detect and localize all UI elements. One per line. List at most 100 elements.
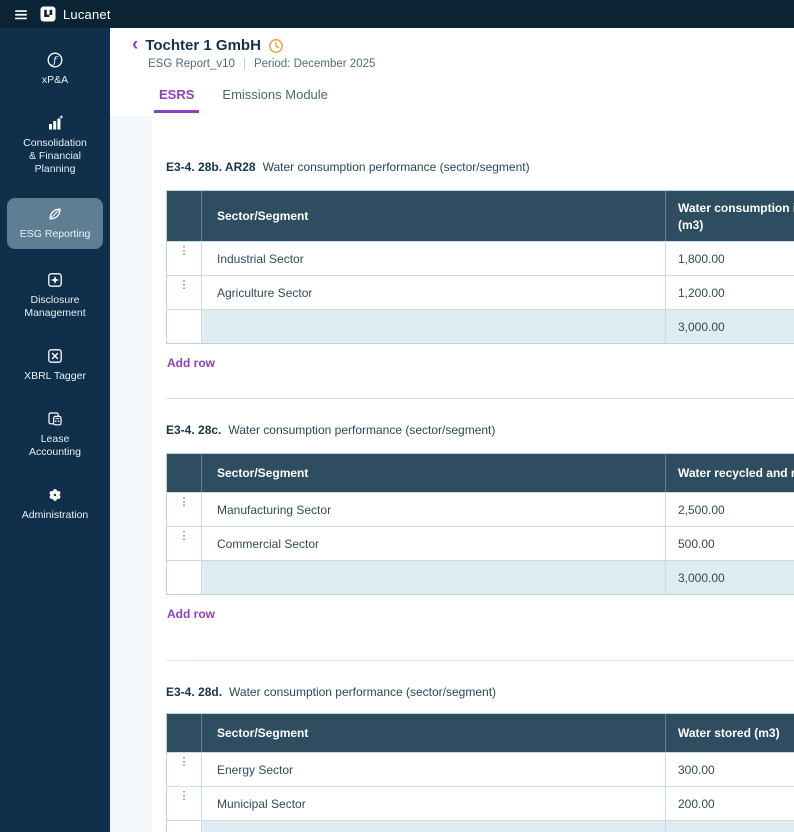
water-consumption-table-28d: Sector/Segment Water stored (m3) ⋮ Energ… [166,713,794,832]
column-header-value: Water consumption in a (m3) [665,191,794,241]
sector-cell[interactable]: Energy Sector [201,753,665,786]
total-row: 3,000.00 [167,309,794,343]
add-row-button[interactable]: Add row [167,356,215,370]
sector-cell[interactable]: Municipal Sector [201,787,665,820]
menu-hamburger-icon[interactable] [10,5,32,23]
column-header-sector: Sector/Segment [201,454,665,492]
report-name: ESG Report_v10 [148,58,235,70]
sidebar-item-consolidation[interactable]: Consolidation & Financial Planning [7,109,103,181]
sector-cell[interactable]: Agriculture Sector [201,276,665,309]
sector-cell[interactable]: Commercial Sector [201,527,665,560]
sidebar-item-xbrl[interactable]: XBRL Tagger [7,342,103,388]
sidebar-item-disclosure[interactable]: Disclosure Management [7,266,103,325]
section-code: E3-4. 28b. AR28 [166,160,256,174]
esg-leaf-icon [46,205,64,223]
column-header-value: Water stored (m3) [665,714,794,752]
value-cell[interactable]: 300.00 [665,753,794,786]
star-box-icon [46,271,64,289]
sector-cell[interactable]: Industrial Sector [201,242,665,275]
back-chevron-icon[interactable]: ‹ [132,33,139,55]
section-title: E3-4. 28c. Water consumption performance … [166,423,794,439]
section-title: E3-4. 28b. AR28 Water consumption perform… [166,160,794,176]
top-bar: Lucanet [0,0,794,28]
value-cell[interactable]: 1,200.00 [665,276,794,309]
page-title: Tochter 1 GmbH [145,37,261,54]
table-header-row: Sector/Segment Water consumption in a (m… [167,191,794,241]
section-name: Water consumption performance (sector/se… [229,685,497,699]
report-period: Period: December 2025 [253,58,376,70]
lease-docs-icon [46,410,64,428]
fx-circle-icon: ƒ [46,51,64,69]
row-menu-kebab-icon[interactable]: ⋮ [178,756,190,768]
section-divider [166,398,794,399]
sidebar-item-label: Planning [34,163,76,175]
row-menu-kebab-icon[interactable]: ⋮ [178,496,190,508]
row-menu-kebab-icon[interactable]: ⋮ [178,530,190,542]
brand-name: Lucanet [63,6,111,22]
value-cell[interactable]: 500.00 [665,527,794,560]
value-cell[interactable]: 200.00 [665,787,794,820]
value-cell[interactable]: 2,500.00 [665,493,794,526]
add-row-button[interactable]: Add row [167,607,215,621]
sidebar-item-lease[interactable]: Lease Accounting [7,405,103,464]
section-code: E3-4. 28c. [166,423,222,437]
water-consumption-table-28c: Sector/Segment Water recycled and reu ⋮ … [166,453,794,595]
sidebar-item-label: Consolidation [23,137,87,149]
sidebar-item-administration[interactable]: Administration [7,481,103,527]
section-divider [166,660,794,661]
sidebar-nav: ƒ xP&A Consolidation & Financial Plannin… [0,28,110,832]
table-row: ⋮ Agriculture Sector 1,200.00 [167,275,794,309]
table-row: ⋮ Municipal Sector 200.00 [167,786,794,820]
xbrl-tag-icon [46,347,64,365]
row-menu-kebab-icon[interactable]: ⋮ [178,279,190,291]
lucanet-logo-icon [40,6,56,22]
page-header: ‹ Tochter 1 GmbH ESG Report_v10 | Period… [110,28,794,113]
sidebar-item-esg-reporting[interactable]: ESG Reporting [7,198,103,249]
main-area: ‹ Tochter 1 GmbH ESG Report_v10 | Period… [110,28,794,832]
table-header-row: Sector/Segment Water recycled and reu [167,454,794,492]
tab-esrs[interactable]: ESRS [154,84,200,113]
sector-cell[interactable]: Manufacturing Sector [201,493,665,526]
value-cell[interactable]: 1,800.00 [665,242,794,275]
sidebar-item-label: Lease [40,433,70,445]
sidebar-item-label: ESG Reporting [19,228,91,240]
clock-status-icon[interactable] [268,38,284,54]
total-value-cell: 500.00 [665,821,794,832]
section-name: Water consumption performance (sector/se… [262,160,530,174]
bar-chart-icon [46,114,64,132]
sidebar-item-label: Administration [21,509,89,521]
column-header-sector: Sector/Segment [201,191,665,241]
total-value-cell: 3,000.00 [665,310,794,343]
left-gutter [110,116,152,832]
tab-emissions-module[interactable]: Emissions Module [222,87,328,102]
sidebar-item-label: xP&A [41,74,69,86]
section-code: E3-4. 28d. [166,685,223,699]
column-header-sector: Sector/Segment [201,714,665,752]
sidebar-item-label: Accounting [29,446,81,458]
total-row: 500.00 [167,820,794,832]
tab-bar: ESRS Emissions Module [154,84,794,113]
subtitle-separator: | [242,58,246,70]
sidebar-item-xpa[interactable]: ƒ xP&A [7,46,103,92]
total-value-cell: 3,000.00 [665,561,794,594]
table-header-row: Sector/Segment Water stored (m3) [167,714,794,752]
column-header-value: Water recycled and reu [665,454,794,492]
row-menu-kebab-icon[interactable]: ⋮ [178,790,190,802]
form-content: E3-4. 28b. AR28 Water consumption perform… [110,116,794,832]
water-consumption-table-28b: Sector/Segment Water consumption in a (m… [166,190,794,344]
sidebar-item-label: XBRL Tagger [24,370,86,382]
section-title: E3-4. 28d. Water consumption performance … [166,685,794,701]
svg-text:ƒ: ƒ [51,55,59,66]
table-row: ⋮ Industrial Sector 1,800.00 [167,241,794,275]
table-row: ⋮ Energy Sector 300.00 [167,752,794,786]
sidebar-item-label: Disclosure [30,294,80,306]
table-row: ⋮ Commercial Sector 500.00 [167,526,794,560]
row-menu-kebab-icon[interactable]: ⋮ [178,245,190,257]
table-row: ⋮ Manufacturing Sector 2,500.00 [167,492,794,526]
sidebar-item-label: & Financial [29,150,81,162]
report-subtitle: ESG Report_v10 | Period: December 2025 [148,58,794,70]
section-name: Water consumption performance (sector/se… [228,423,496,437]
sidebar-item-label: Management [24,307,86,319]
gear-icon [46,486,64,504]
total-row: 3,000.00 [167,560,794,594]
